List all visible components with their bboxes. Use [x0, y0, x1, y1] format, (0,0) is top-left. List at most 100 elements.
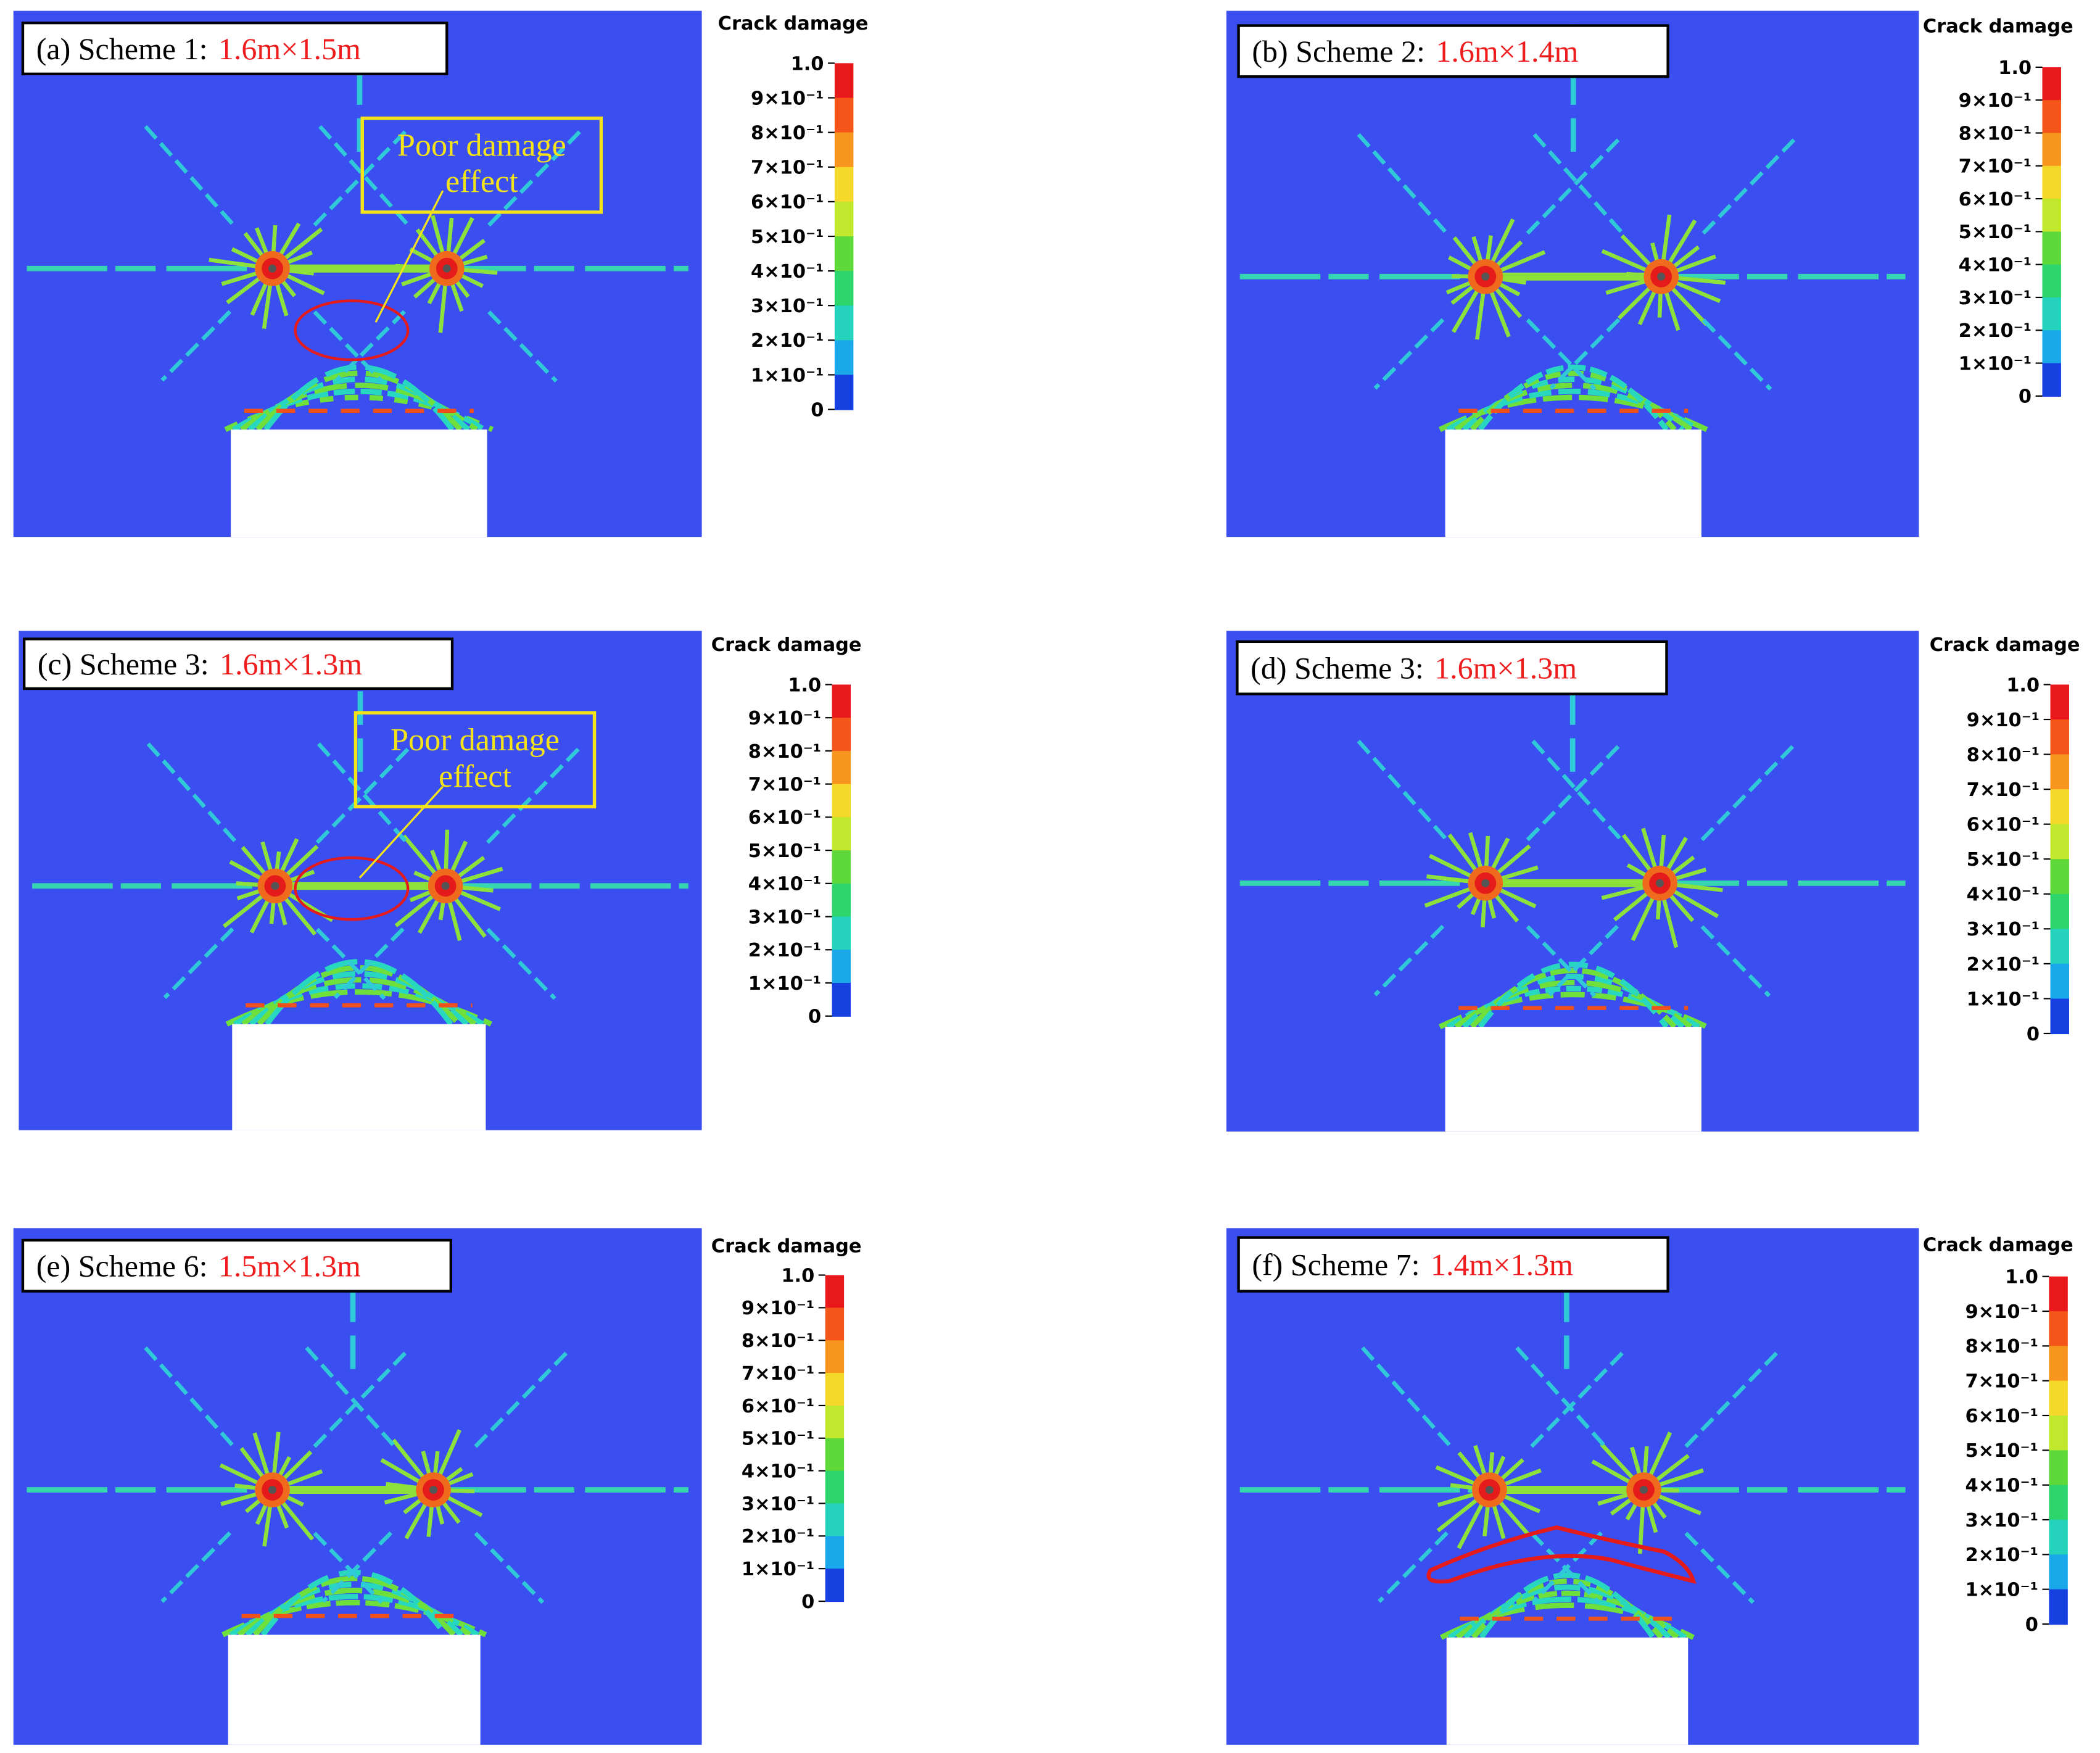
- colorbar-segment: [834, 271, 854, 307]
- blast-hole-core: [1481, 272, 1490, 281]
- crack: [1701, 318, 1772, 391]
- colorbar-tick-label: 3×10⁻¹: [751, 296, 824, 317]
- colorbar-tick-label: 2×10⁻¹: [748, 940, 821, 961]
- scheme-size: 1.6m×1.3m: [1434, 651, 1577, 686]
- colorbar-segment: [825, 1340, 845, 1374]
- colorbar-tick-label: 2×10⁻¹: [1959, 320, 2032, 342]
- colorbar-segment: [834, 236, 854, 272]
- colorbar-tick-label: 9×10⁻¹: [748, 708, 821, 729]
- crack: [1684, 1531, 1755, 1604]
- damage-zone: [263, 364, 455, 431]
- colorbar-segment: [2049, 1346, 2068, 1382]
- crack: [1700, 925, 1771, 998]
- colorbar-tick-label: 0: [2025, 1614, 2038, 1636]
- blast-hole-core: [1656, 879, 1664, 887]
- label-box: [21, 1238, 453, 1293]
- colorbar-segment: [2050, 998, 2069, 1035]
- blast-hole-core: [268, 264, 277, 273]
- colorbar-segment: [2042, 363, 2061, 397]
- blast-hole-core: [441, 882, 450, 890]
- colorbar-tick-label: 8×10⁻¹: [751, 123, 824, 144]
- colorbar-segment: [2049, 1276, 2068, 1312]
- crack: [335, 310, 406, 382]
- scheme-name: (e) Scheme 6:: [36, 1249, 208, 1283]
- colorbar-segment: [825, 1405, 845, 1439]
- colorbar-tick-label: 3×10⁻¹: [748, 906, 821, 928]
- colorbar-tick-label: 3×10⁻¹: [742, 1493, 814, 1515]
- damage-zone: [1478, 364, 1669, 431]
- tunnel: [1445, 429, 1702, 537]
- colorbar-tick-label: 1×10⁻¹: [742, 1559, 814, 1580]
- crack: [160, 1531, 232, 1603]
- colorbar-tick-label: 1×10⁻¹: [751, 365, 824, 386]
- colorbar-tick-label: 6×10⁻¹: [748, 807, 821, 829]
- scheme-size: 1.6m×1.3m: [220, 647, 362, 681]
- panel-label: (d) Scheme 3: 1.6m×1.3m: [1250, 651, 1577, 686]
- colorbar-segment: [2050, 789, 2069, 825]
- colorbar-segment: [2042, 231, 2061, 265]
- highlight-ellipse: [294, 856, 410, 921]
- colorbar-tick-label: 5×10⁻¹: [1966, 1440, 2038, 1462]
- colorbar-tick-label: 1.0: [788, 674, 821, 696]
- blast-hole-core: [442, 264, 451, 273]
- colorbar-segment: [2042, 165, 2061, 200]
- colorbar-segment: [832, 850, 851, 884]
- colorbar-segment: [834, 305, 854, 341]
- blast-hole-core: [1657, 272, 1666, 281]
- panel: (e) Scheme 6: 1.5m×1.3m Crack damage 1.0 9×1…: [13, 1228, 862, 1745]
- colorbar-tick-label: 7×10⁻¹: [1959, 156, 2032, 178]
- colorbar-tick-label: 9×10⁻¹: [1959, 90, 2032, 112]
- colorbar-segment: [834, 167, 854, 202]
- colorbar-segment: [832, 784, 851, 818]
- colorbar-tick-label: 0: [808, 1006, 821, 1028]
- blast-hole-core: [1481, 879, 1490, 887]
- highlight-ellipse: [294, 299, 410, 362]
- colorbar-tick-label: 0: [2019, 386, 2032, 408]
- colorbar-segment: [2049, 1485, 2068, 1521]
- colorbar-segment: [834, 132, 854, 168]
- colorbar-segment: [832, 883, 851, 918]
- colorbar-tick-label: 5×10⁻¹: [742, 1428, 814, 1450]
- colorbar-tick-label: 7×10⁻¹: [1967, 779, 2040, 801]
- tunnel: [228, 1635, 481, 1745]
- colorbar-tick-label: 8×10⁻¹: [742, 1330, 814, 1352]
- colorbar-tick-label: 6×10⁻¹: [742, 1396, 814, 1417]
- colorbar-tick-label: 9×10⁻¹: [1967, 710, 2040, 731]
- colorbar-segment: [834, 63, 854, 99]
- colorbar-tick-label: 6×10⁻¹: [1959, 189, 2032, 210]
- scheme-name: (f) Scheme 7:: [1252, 1247, 1420, 1282]
- colorbar-tick-label: 5×10⁻¹: [1967, 849, 2040, 871]
- colorbar-segment: [832, 982, 851, 1017]
- colorbar-tick-label: 4×10⁻¹: [1966, 1475, 2038, 1497]
- colorbar-tick-label: 2×10⁻¹: [1967, 954, 2040, 976]
- colorbar-tick-label: 2×10⁻¹: [742, 1526, 814, 1548]
- colorbar-tick-label: 0: [811, 399, 824, 421]
- colorbar-tick-label: 9×10⁻¹: [751, 88, 824, 109]
- crack: [1526, 925, 1597, 998]
- colorbar-segment: [834, 340, 854, 376]
- leader-line: [358, 785, 444, 879]
- colorbar-segment: [825, 1470, 845, 1504]
- colorbar-tick-label: 2×10⁻¹: [751, 330, 824, 352]
- crack: [163, 927, 234, 1000]
- colorbar-tick-label: 7×10⁻¹: [1966, 1371, 2038, 1393]
- colorbar-segment: [2050, 754, 2069, 790]
- colorbar-segment: [2049, 1380, 2068, 1417]
- colorbar-tick-label: 3×10⁻¹: [1967, 919, 2040, 940]
- blast-hole-core: [429, 1485, 438, 1494]
- colorbar-tick-label: 0: [2027, 1024, 2040, 1045]
- crack: [1373, 924, 1445, 997]
- blast-hole-core: [268, 1485, 277, 1494]
- annotation-box: [353, 711, 597, 809]
- colorbar-tick-label: 1.0: [791, 53, 824, 75]
- scheme-size: 1.4m×1.3m: [1431, 1247, 1573, 1282]
- colorbar-segment: [2049, 1415, 2068, 1451]
- crack: [333, 927, 405, 1000]
- colorbar-segment: [2042, 199, 2061, 233]
- colorbar-segment: [832, 750, 851, 785]
- colorbar-segment: [825, 1503, 845, 1537]
- colorbar-segment: [2042, 100, 2061, 134]
- colorbar-tick-label: 1.0: [2006, 674, 2040, 696]
- crack: [1532, 1531, 1603, 1603]
- colorbar-segment: [2042, 67, 2061, 101]
